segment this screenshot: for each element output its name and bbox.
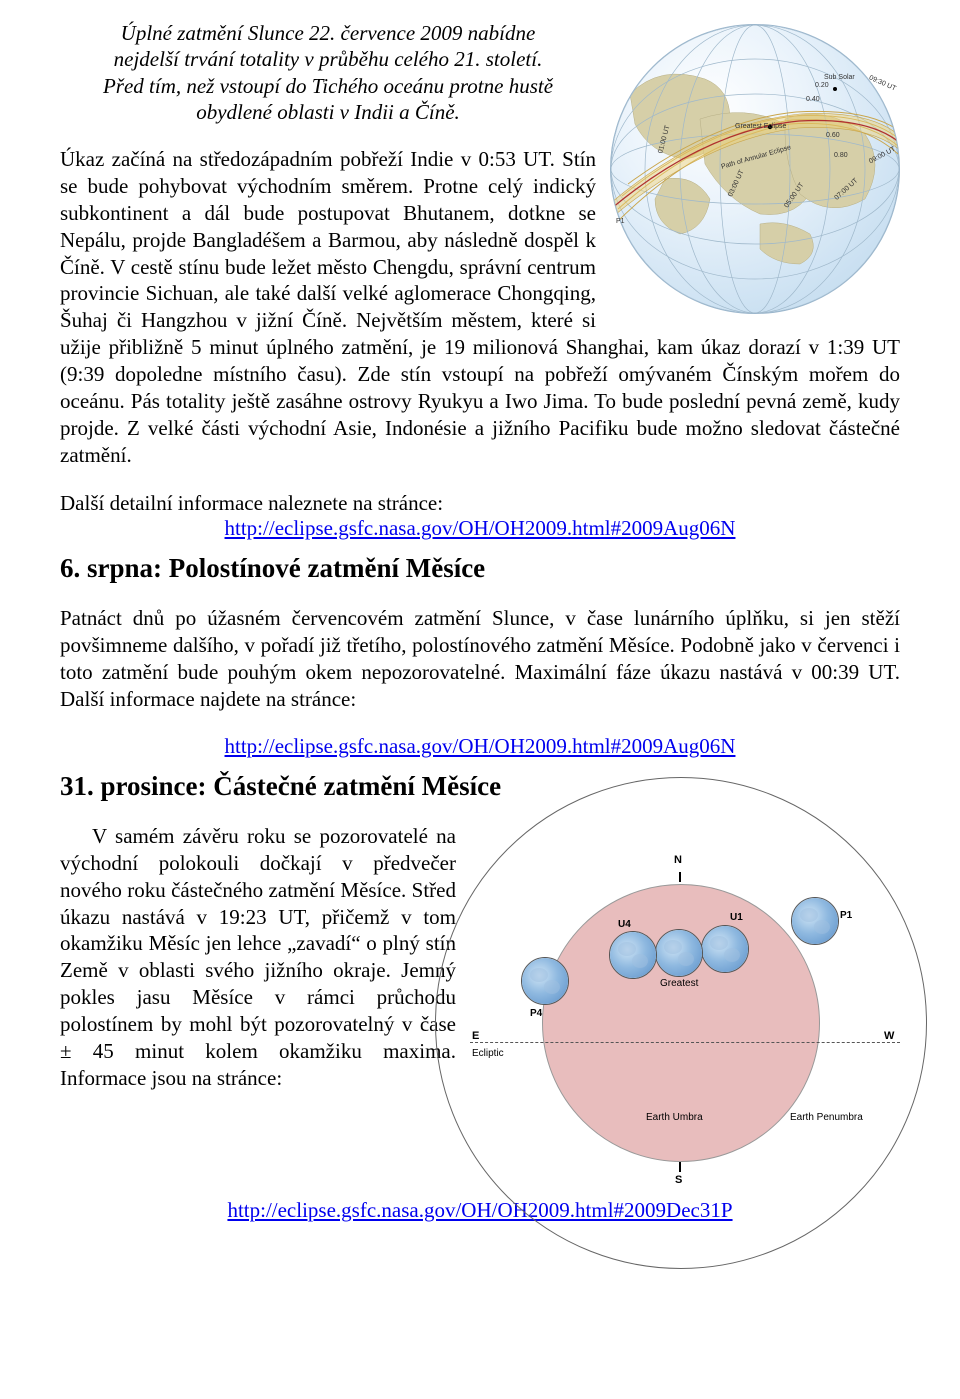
intro-line-2: nejdelší trvání totality v průběhu celéh… bbox=[114, 47, 543, 71]
intro-line-1: Úplné zatmění Slunce 22. července 2009 n… bbox=[121, 21, 536, 45]
label-W: W bbox=[884, 1030, 894, 1042]
ecliptic-line bbox=[470, 1042, 900, 1043]
paragraph-2: Patnáct dnů po úžasném červencovém zatmě… bbox=[60, 605, 900, 713]
globe-mag-040: 0.40 bbox=[806, 96, 820, 103]
globe-label-p1: P1 bbox=[616, 218, 625, 225]
more-info-line-1: Další detailní informace naleznete na st… bbox=[60, 490, 900, 517]
intro-line-3: Před tím, než vstoupí do Tichého oceánu … bbox=[103, 74, 553, 98]
intro-line-4: obydlené oblasti v Indii a Číně. bbox=[196, 100, 460, 124]
label-N: N bbox=[674, 854, 682, 866]
globe-subsolar-dot bbox=[833, 87, 837, 91]
globe-label-subsolar: Sub Solar bbox=[824, 74, 855, 81]
label-E: E bbox=[472, 1030, 479, 1042]
heading-6-srpna: 6. srpna: Polostínové zatmění Měsíce bbox=[60, 553, 900, 584]
north-tick bbox=[679, 872, 681, 882]
label-P4: P4 bbox=[530, 1008, 542, 1019]
moon-p1 bbox=[791, 897, 839, 945]
label-earth-umbra: Earth Umbra bbox=[646, 1112, 703, 1123]
link-aug06n-2[interactable]: http://eclipse.gsfc.nasa.gov/OH/OH2009.h… bbox=[225, 734, 736, 758]
moon-u4 bbox=[609, 931, 657, 979]
label-S: S bbox=[675, 1174, 682, 1186]
label-ecliptic: Ecliptic bbox=[472, 1048, 504, 1059]
label-greatest: Greatest bbox=[660, 978, 698, 989]
link-aug06n-1[interactable]: http://eclipse.gsfc.nasa.gov/OH/OH2009.h… bbox=[225, 516, 736, 540]
label-U4: U4 bbox=[618, 919, 631, 930]
globe-mag-020: 0.20 bbox=[815, 82, 829, 89]
label-P1: P1 bbox=[840, 910, 852, 921]
label-earth-penumbra: Earth Penumbra bbox=[790, 1112, 863, 1123]
south-tick bbox=[679, 1162, 681, 1172]
lunar-eclipse-diagram: N S E W Ecliptic Earth Umbra Earth Penum… bbox=[470, 812, 900, 1192]
globe-mag-060: 0.60 bbox=[826, 132, 840, 139]
globe-label-greatest: Greatest Eclipse bbox=[735, 123, 786, 130]
moon-u1 bbox=[701, 925, 749, 973]
moon-greatest bbox=[655, 929, 703, 977]
label-U1: U1 bbox=[730, 912, 743, 923]
moon-p4 bbox=[521, 957, 569, 1005]
globe-mag-080: 0.80 bbox=[834, 152, 848, 159]
globe-eclipse-map: Greatest Eclipse Sub Solar Path of Annul… bbox=[610, 24, 900, 314]
globe-overlay bbox=[610, 24, 900, 314]
